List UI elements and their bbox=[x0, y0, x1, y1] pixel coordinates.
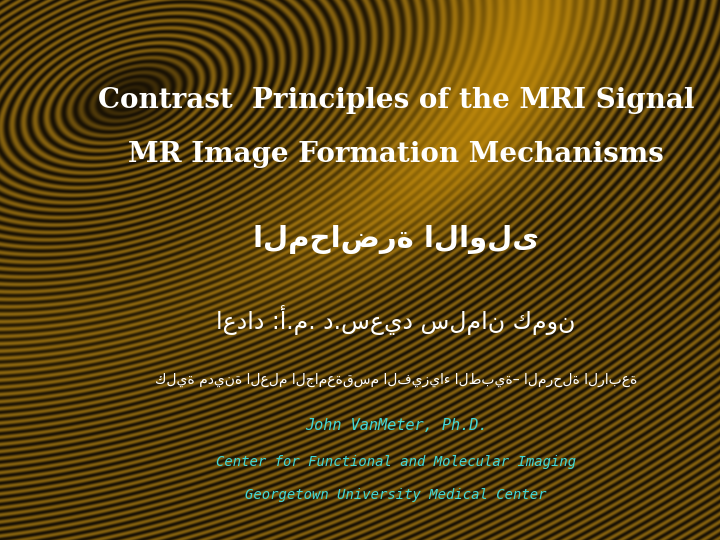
Text: John VanMeter, Ph.D.: John VanMeter, Ph.D. bbox=[305, 417, 487, 433]
Text: المحاضرة الاولى: المحاضرة الاولى bbox=[253, 226, 539, 254]
Text: Contrast  Principles of the MRI Signal: Contrast Principles of the MRI Signal bbox=[98, 86, 694, 113]
Text: Georgetown University Medical Center: Georgetown University Medical Center bbox=[246, 488, 546, 502]
Text: Center for Functional and Molecular Imaging: Center for Functional and Molecular Imag… bbox=[216, 455, 576, 469]
Text: كلية مدينة العلم الجامعةقسم الفيزياء الطبية– المرحلة الرابعة: كلية مدينة العلم الجامعةقسم الفيزياء الط… bbox=[155, 373, 637, 387]
Text: MR Image Formation Mechanisms: MR Image Formation Mechanisms bbox=[128, 141, 664, 168]
Text: اعداد :أ.م. د.سعيد سلمان كمون: اعداد :أ.م. د.سعيد سلمان كمون bbox=[216, 305, 576, 335]
